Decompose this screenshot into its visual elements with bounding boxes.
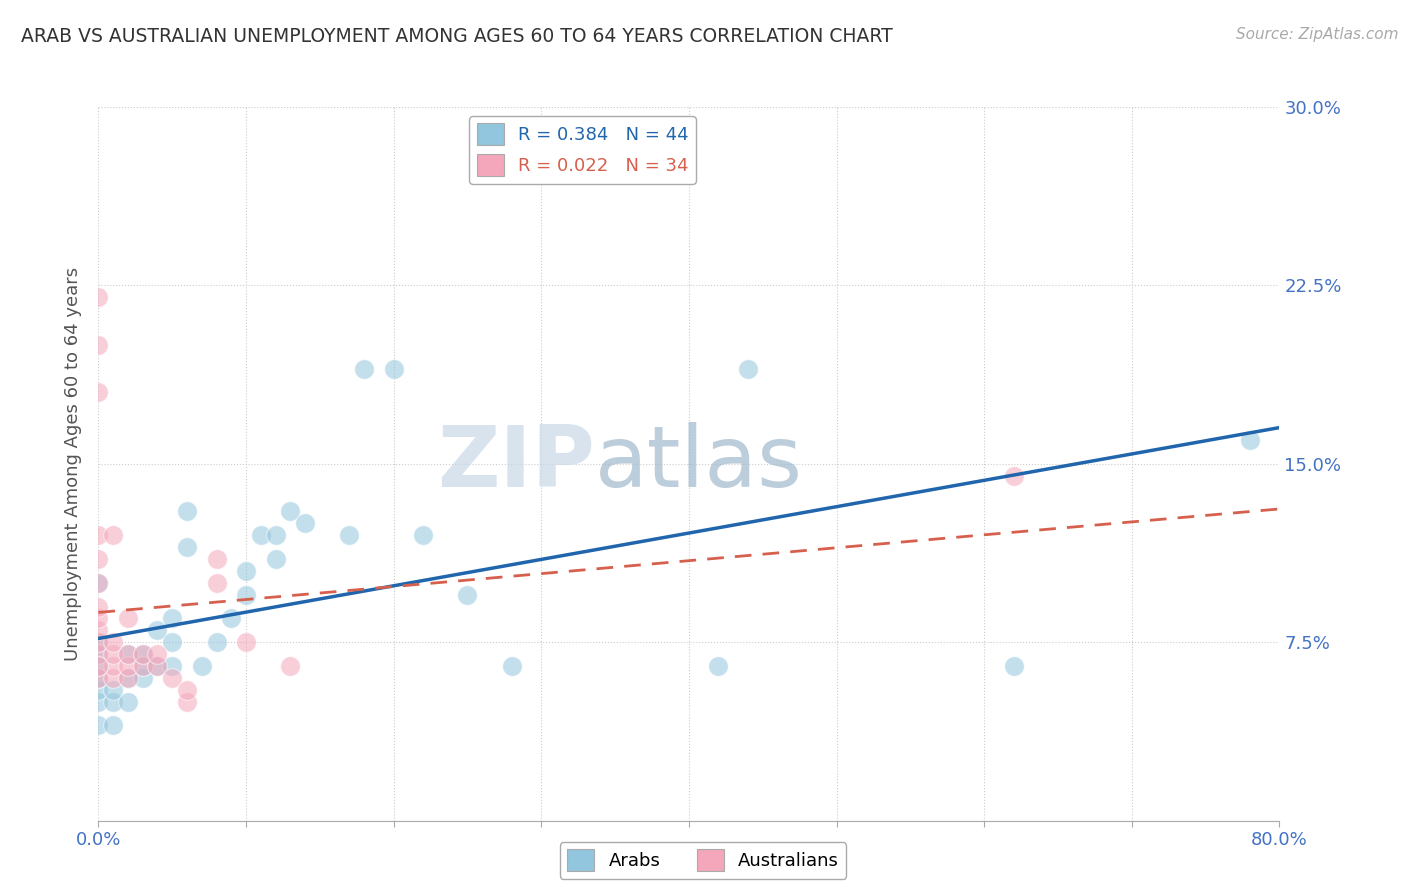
Y-axis label: Unemployment Among Ages 60 to 64 years: Unemployment Among Ages 60 to 64 years: [65, 267, 83, 661]
Point: [87, 575, 110, 590]
Point: [1239, 433, 1261, 447]
Point: [132, 659, 155, 673]
Point: [162, 611, 183, 625]
Point: [294, 516, 316, 531]
Point: [250, 528, 273, 542]
Point: [146, 624, 169, 638]
Point: [1002, 468, 1025, 483]
Point: [205, 635, 228, 649]
Point: [146, 659, 169, 673]
Point: [117, 671, 139, 685]
Point: [278, 659, 302, 673]
Point: [264, 552, 287, 566]
Point: [87, 635, 110, 649]
Point: [87, 682, 110, 697]
Point: [87, 647, 110, 661]
Point: [117, 647, 139, 661]
Point: [162, 659, 183, 673]
Point: [87, 671, 110, 685]
Point: [132, 647, 155, 661]
Point: [501, 659, 523, 673]
Point: [87, 624, 110, 638]
Point: [339, 528, 360, 542]
Point: [103, 695, 125, 709]
Point: [87, 718, 110, 732]
Point: [235, 588, 257, 602]
Text: atlas: atlas: [595, 422, 803, 506]
Text: ZIP: ZIP: [437, 422, 595, 506]
Point: [737, 361, 759, 376]
Point: [87, 575, 110, 590]
Point: [87, 552, 110, 566]
Point: [132, 671, 155, 685]
Text: ARAB VS AUSTRALIAN UNEMPLOYMENT AMONG AGES 60 TO 64 YEARS CORRELATION CHART: ARAB VS AUSTRALIAN UNEMPLOYMENT AMONG AG…: [21, 27, 893, 45]
Point: [103, 659, 125, 673]
Point: [146, 659, 169, 673]
Point: [117, 647, 139, 661]
Point: [117, 611, 139, 625]
Point: [87, 338, 110, 352]
Point: [87, 659, 110, 673]
Point: [117, 659, 139, 673]
Point: [1002, 659, 1025, 673]
Point: [103, 528, 125, 542]
Point: [162, 635, 183, 649]
Point: [235, 635, 257, 649]
Point: [191, 659, 214, 673]
Point: [264, 528, 287, 542]
Point: [103, 718, 125, 732]
Point: [132, 647, 155, 661]
Point: [87, 647, 110, 661]
Point: [103, 671, 125, 685]
Point: [707, 659, 730, 673]
Point: [103, 647, 125, 661]
Point: [87, 671, 110, 685]
Point: [219, 611, 242, 625]
Point: [456, 588, 478, 602]
Point: [176, 540, 198, 554]
Point: [87, 635, 110, 649]
Point: [132, 659, 155, 673]
Point: [205, 575, 228, 590]
Point: [382, 361, 405, 376]
Point: [353, 361, 375, 376]
Point: [87, 528, 110, 542]
Point: [117, 695, 139, 709]
Point: [87, 659, 110, 673]
Point: [146, 647, 169, 661]
Point: [205, 552, 228, 566]
Legend: Arabs, Australians: Arabs, Australians: [560, 842, 846, 879]
Point: [103, 635, 125, 649]
Point: [176, 695, 198, 709]
Text: Source: ZipAtlas.com: Source: ZipAtlas.com: [1236, 27, 1399, 42]
Point: [87, 611, 110, 625]
Point: [162, 671, 183, 685]
Point: [412, 528, 434, 542]
Point: [87, 599, 110, 614]
Point: [235, 564, 257, 578]
Point: [117, 671, 139, 685]
Point: [103, 682, 125, 697]
Point: [87, 385, 110, 400]
Point: [278, 504, 302, 518]
Legend: R = 0.384   N = 44, R = 0.022   N = 34: R = 0.384 N = 44, R = 0.022 N = 34: [470, 116, 696, 184]
Point: [176, 504, 198, 518]
Point: [176, 682, 198, 697]
Point: [87, 290, 110, 304]
Point: [87, 695, 110, 709]
